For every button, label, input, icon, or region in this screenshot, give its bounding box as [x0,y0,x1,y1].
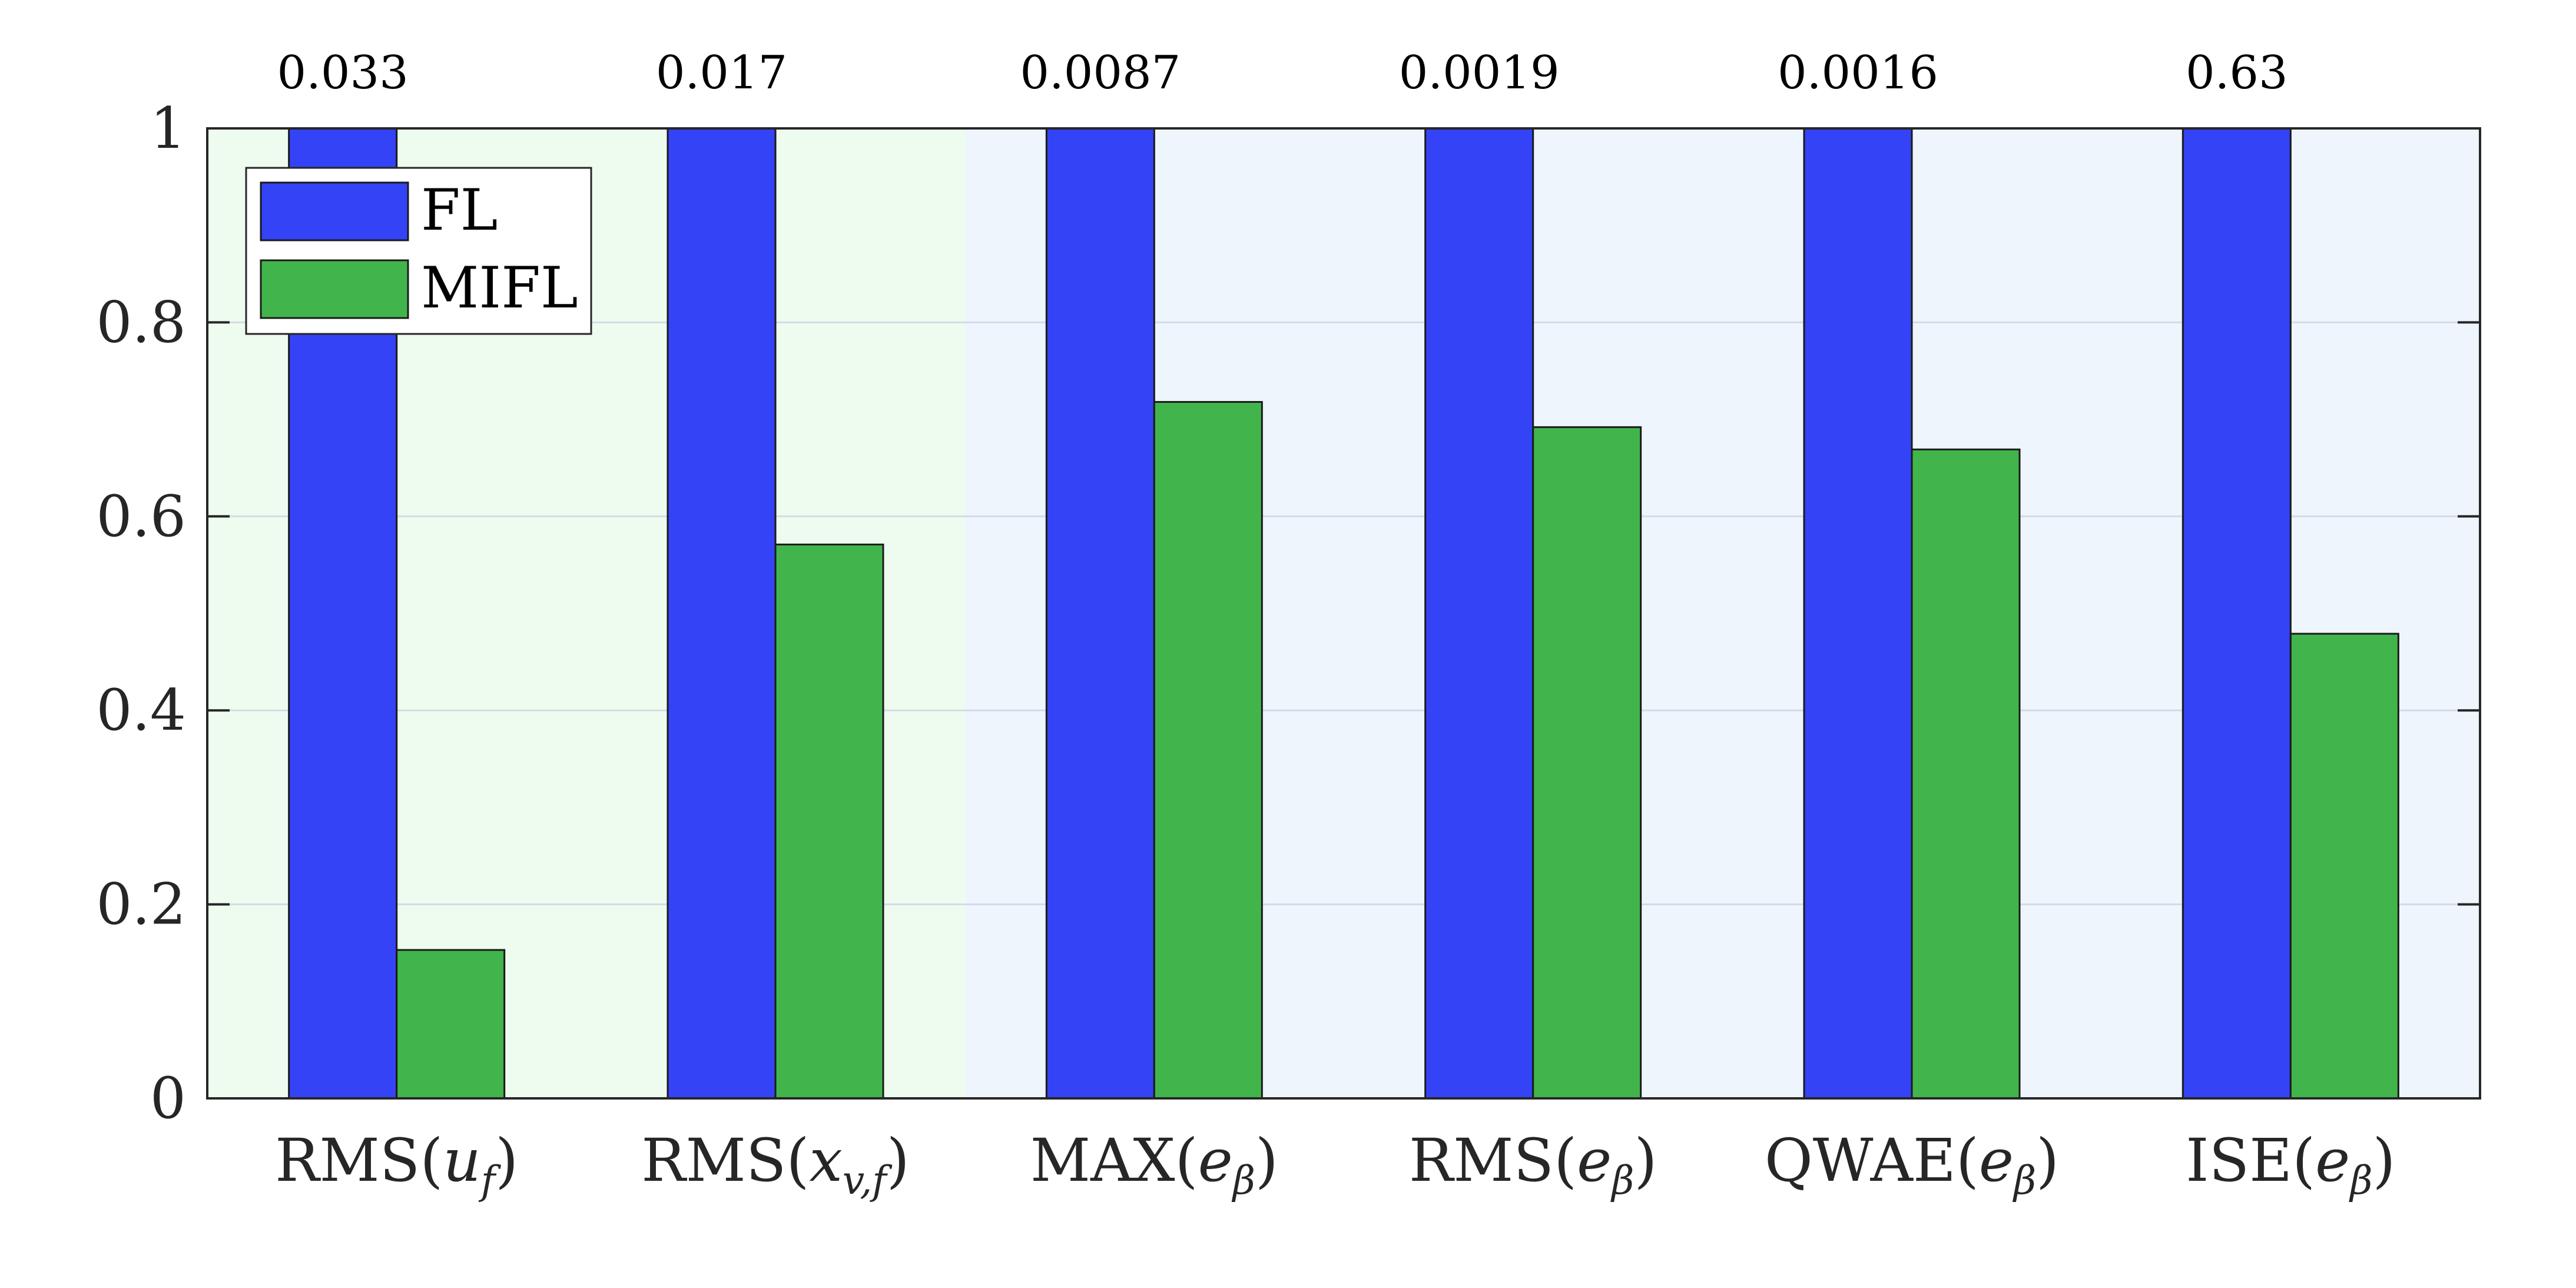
category-label: RMS(xv,f) [641,1126,910,1203]
top-value-label: 0.0016 [1778,47,1938,100]
category-label: MAX(eβ) [1030,1126,1278,1203]
bar-mifl-3 [1532,426,1642,1100]
legend-label-mifl: MIFL [421,255,578,321]
bar-fl-4 [1803,127,1913,1100]
bar-fl-3 [1424,127,1534,1100]
category-labels: RMS(uf) RMS(xv,f) MAX(eβ) RMS(eβ) QWAE(eβ) IS… [275,1126,2395,1203]
legend-swatch-mifl [260,259,409,319]
top-value-label: 0.033 [277,47,409,100]
y-tick-label: 1 [150,95,186,161]
plot-frame [206,127,2481,1100]
top-value-label: 0.0087 [1020,47,1181,100]
y-tick-labels: 0 0.2 0.4 0.6 0.8 1 [96,95,186,1131]
legend-swatch-fl [260,181,409,241]
category-label: QWAE(eβ) [1765,1126,2059,1203]
y-tick-label: 0 [150,1065,186,1131]
y-tick-label: 0.8 [96,289,186,355]
bar-mifl-5 [2289,633,2399,1100]
axes [206,127,2481,1100]
category-label: ISE(eβ) [2186,1126,2395,1203]
y-tick-label: 0.4 [96,677,186,743]
legend: FL MIFL [245,167,592,335]
bar-mifl-0 [396,949,506,1100]
bar-fl-1 [667,127,777,1100]
top-value-label: 0.0019 [1399,47,1560,100]
top-value-labels: 0.033 0.017 0.0087 0.0019 0.0016 0.63 [277,47,2288,100]
bar-fl-2 [1045,127,1155,1100]
top-value-label: 0.017 [656,47,787,100]
bar-mifl-4 [1911,448,2021,1100]
y-tick-label: 0.2 [96,872,186,938]
top-value-label: 0.63 [2186,47,2288,100]
bar-mifl-1 [774,544,884,1100]
y-tick-label: 0.6 [96,484,186,549]
category-label: RMS(eβ) [1409,1126,1657,1203]
bar-fl-5 [2182,127,2292,1100]
bar-mifl-2 [1153,400,1263,1100]
legend-label-fl: FL [421,177,498,243]
category-label: RMS(uf) [275,1126,518,1203]
